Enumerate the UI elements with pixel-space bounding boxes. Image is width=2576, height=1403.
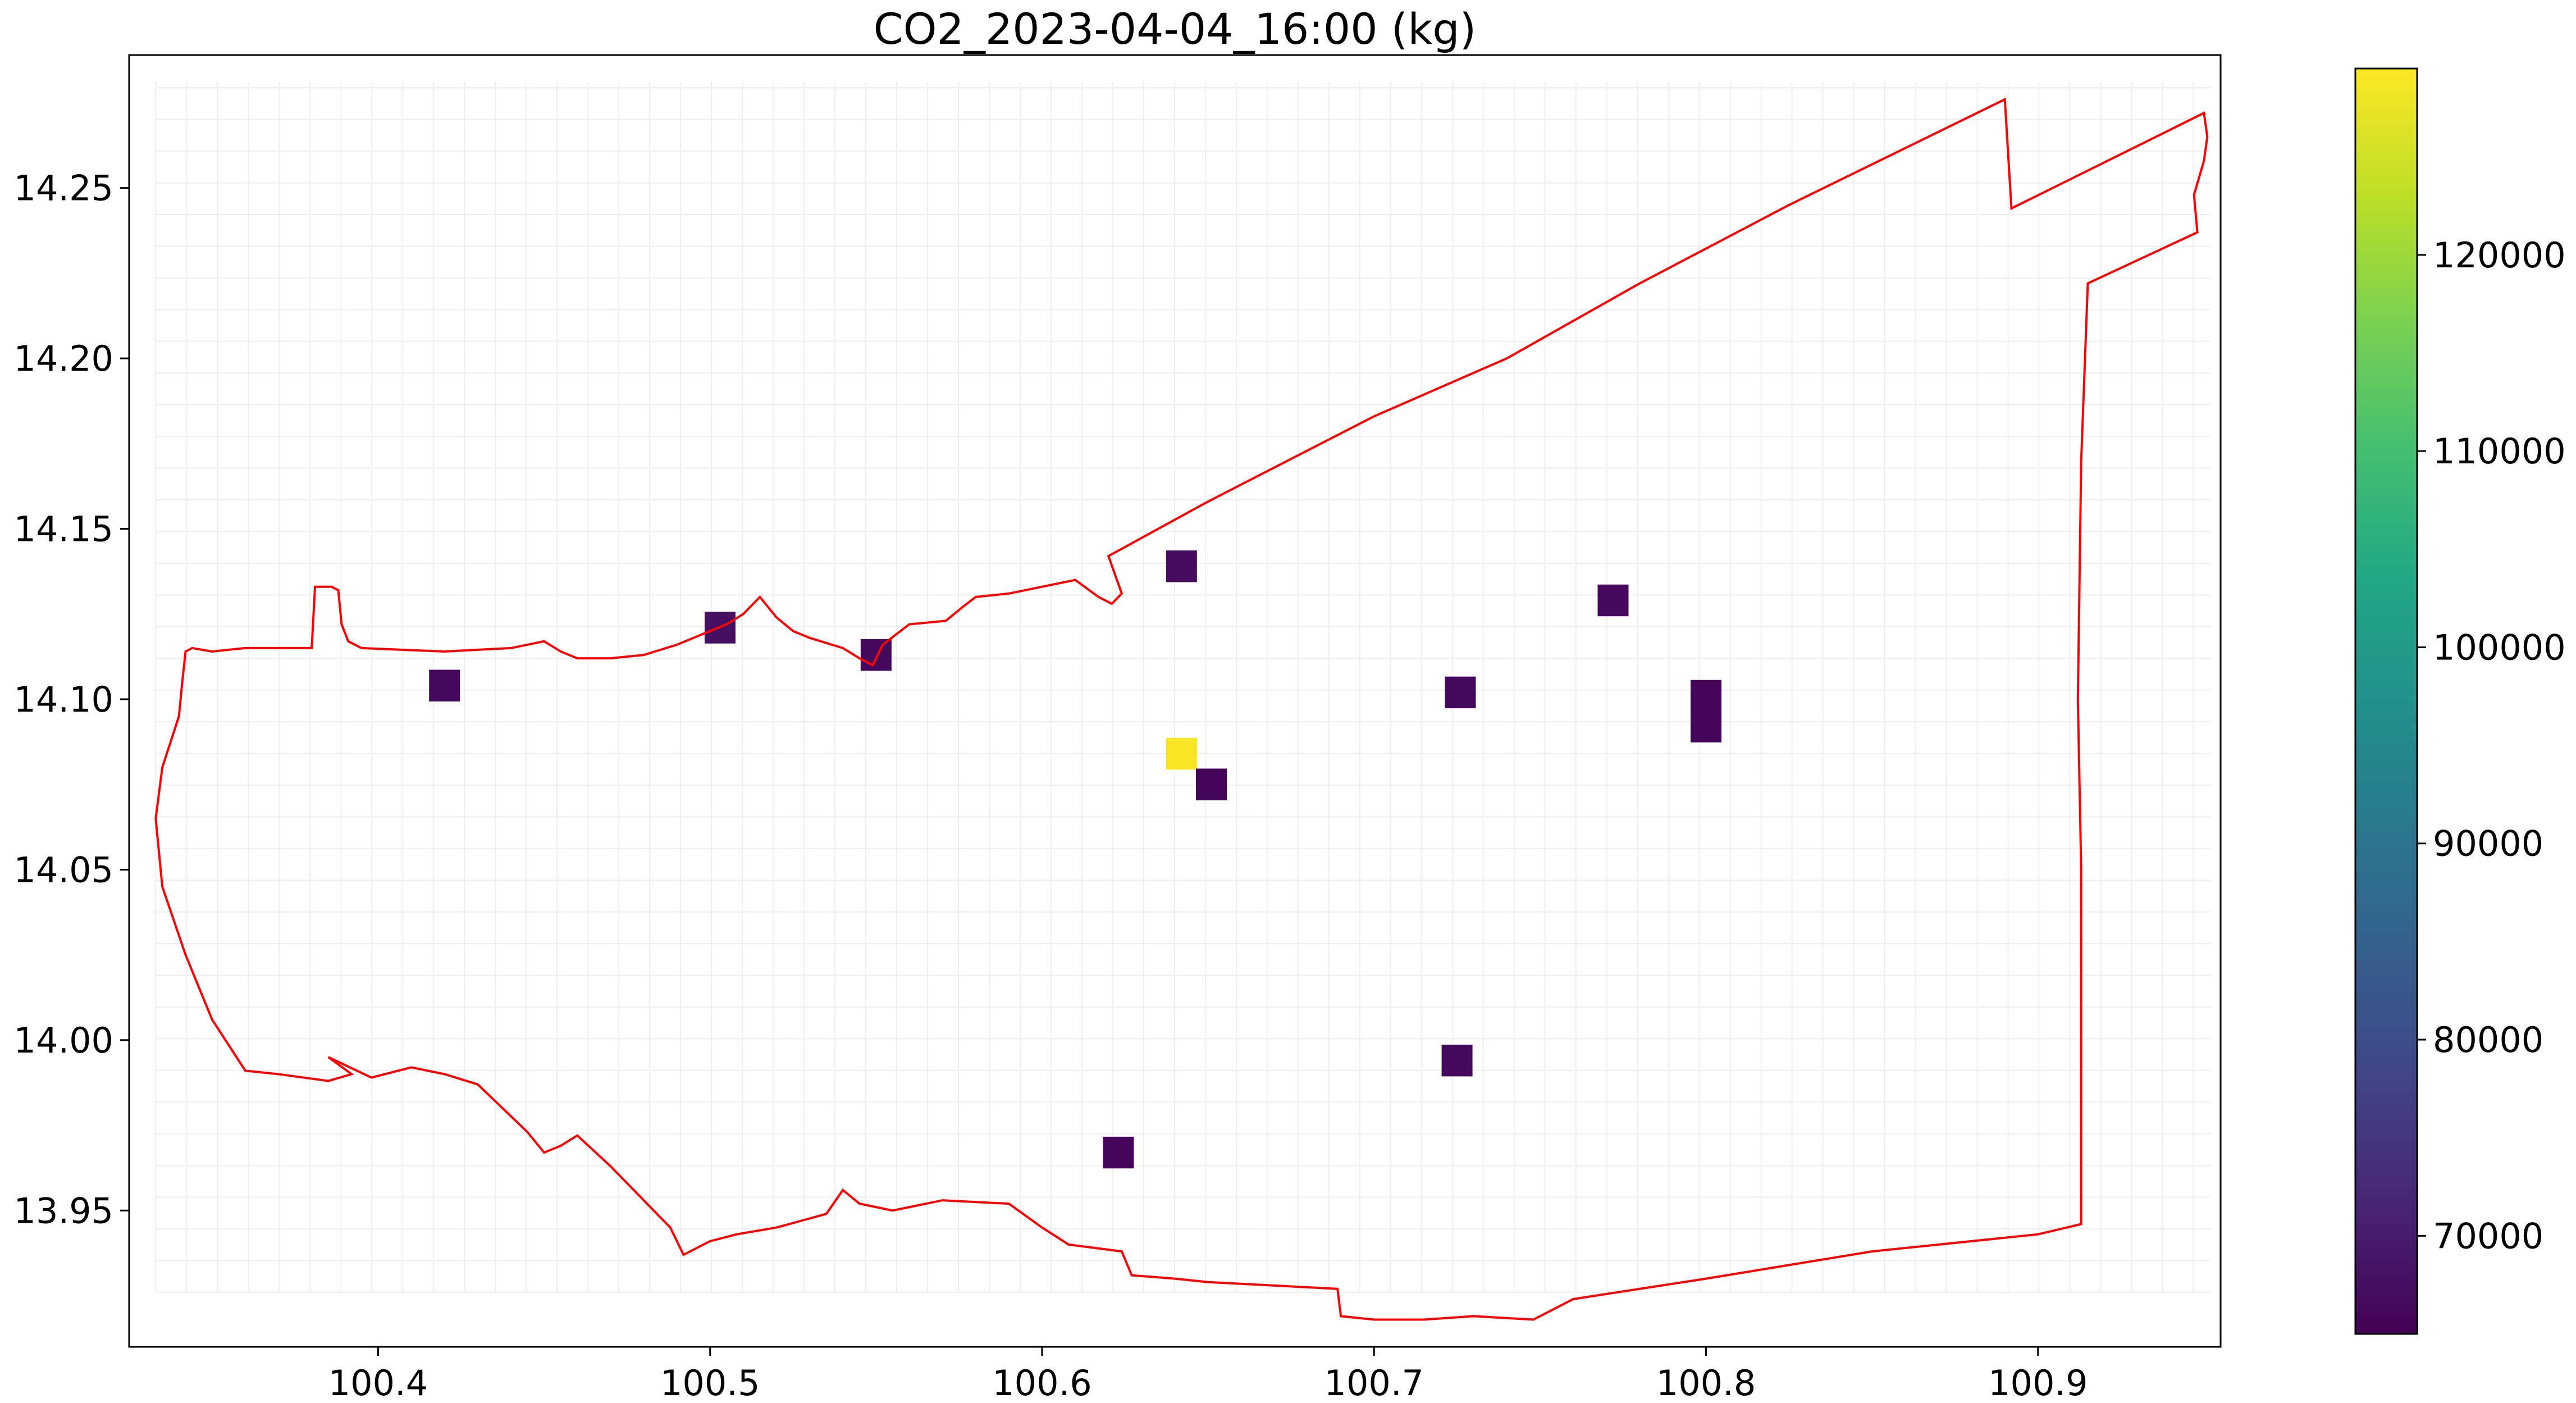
region-boundary-line bbox=[154, 97, 2209, 1321]
chart-title: CO2_2023-04-04_16:00 (kg) bbox=[874, 4, 1477, 54]
emission-cells bbox=[429, 550, 1722, 1169]
y-tick-label: 14.10 bbox=[14, 679, 114, 720]
emission-cell bbox=[1441, 1045, 1473, 1077]
x-tick-label: 100.7 bbox=[1324, 1363, 1424, 1403]
x-tick-label: 100.9 bbox=[1988, 1363, 2088, 1403]
colorbar-tick-label: 120000 bbox=[2433, 235, 2566, 276]
x-tick-label: 100.6 bbox=[992, 1363, 1092, 1403]
y-tick-label: 14.05 bbox=[14, 849, 114, 890]
emission-cell bbox=[1166, 737, 1197, 770]
y-tick-label: 14.00 bbox=[14, 1020, 114, 1061]
colorbar-tick-label: 80000 bbox=[2433, 1019, 2543, 1060]
emission-cell bbox=[1691, 710, 1722, 743]
plot-area bbox=[128, 54, 2222, 1348]
x-axis: 100.4 100.5 100.6 100.7 100.8 100.9 bbox=[328, 1347, 2088, 1403]
colorbar-tick-label: 100000 bbox=[2433, 627, 2566, 668]
y-tick-label: 13.95 bbox=[14, 1190, 114, 1231]
colorbar-ticks: 70000 80000 90000 100000 110000 120000 bbox=[2417, 235, 2566, 1256]
y-tick-label: 14.20 bbox=[14, 338, 114, 379]
emission-cell bbox=[1166, 550, 1197, 582]
plot-frame bbox=[128, 54, 2222, 1348]
x-tick-label: 100.4 bbox=[328, 1363, 428, 1403]
y-axis: 13.95 14.00 14.05 14.10 14.15 14.20 14.25 bbox=[14, 168, 129, 1231]
emission-cell bbox=[1691, 680, 1722, 712]
emission-cell bbox=[1597, 584, 1629, 617]
x-tick-label: 100.5 bbox=[660, 1363, 760, 1403]
colorbar-tick-label: 110000 bbox=[2433, 431, 2566, 472]
emission-cell bbox=[860, 639, 892, 671]
emission-cell bbox=[1103, 1136, 1134, 1169]
y-tick-label: 14.15 bbox=[14, 509, 114, 550]
x-tick-label: 100.8 bbox=[1656, 1363, 1756, 1403]
colorbar-gradient bbox=[2354, 67, 2418, 1335]
colorbar: 70000 80000 90000 100000 110000 120000 bbox=[2354, 67, 2566, 1335]
colorbar-tick-label: 90000 bbox=[2433, 823, 2543, 864]
colorbar-tick-label: 70000 bbox=[2433, 1215, 2543, 1256]
emission-cell bbox=[1445, 676, 1476, 709]
emission-cell bbox=[429, 669, 460, 701]
y-tick-label: 14.25 bbox=[14, 168, 114, 209]
emission-cell bbox=[1196, 768, 1227, 800]
